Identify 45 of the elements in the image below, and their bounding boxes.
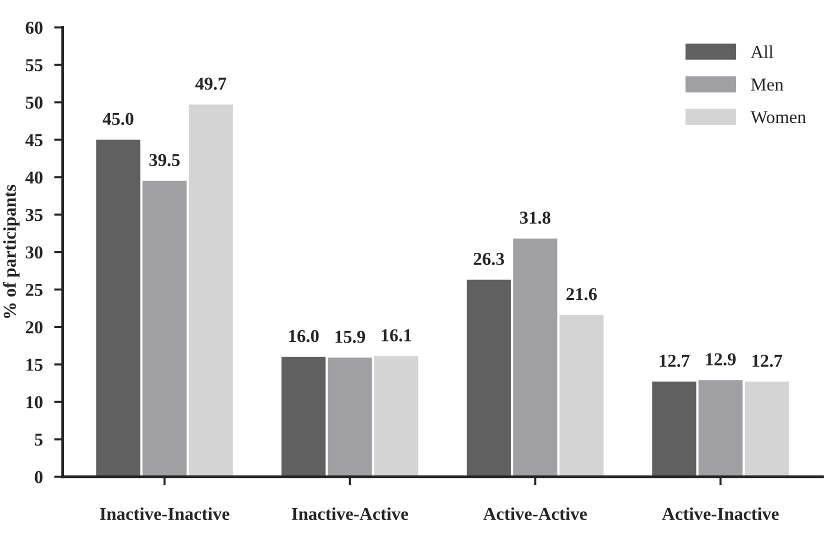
bar	[188, 104, 233, 477]
y-tick-label: 0	[34, 471, 42, 484]
data-label: 15.9	[336, 330, 366, 343]
data-label: 16.0	[289, 330, 319, 342]
legend-label: Men	[751, 78, 784, 91]
y-tick-label: 40	[25, 171, 42, 184]
data-label: 12.7	[752, 354, 782, 367]
y-axis-title: % of participants	[3, 184, 20, 318]
y-tick-label: 50	[26, 96, 42, 109]
data-label: 26.3	[474, 252, 504, 266]
bar	[559, 314, 604, 477]
bar	[466, 280, 511, 477]
bar	[513, 238, 558, 477]
bar	[96, 140, 140, 477]
y-tick-label: 30	[26, 246, 42, 259]
data-label: 12.7	[660, 354, 690, 367]
data-label: 12.9	[706, 353, 736, 366]
y-tick-label: 15	[26, 358, 43, 371]
bar	[282, 356, 326, 477]
y-tick-label: 60	[26, 22, 42, 34]
legend-label: Women	[750, 111, 806, 124]
bar	[698, 380, 743, 477]
bar	[142, 180, 187, 477]
y-tick-label: 20	[26, 321, 42, 334]
data-label: 45.0	[102, 112, 134, 126]
legend-label: All	[750, 45, 774, 58]
bar	[744, 382, 789, 477]
data-label: 31.8	[520, 212, 550, 224]
y-tick-label: 55	[26, 59, 43, 72]
data-label: 16.1	[382, 329, 412, 342]
data-label: 21.6	[566, 288, 597, 300]
y-tick-label: 25	[26, 284, 43, 296]
bar	[374, 356, 418, 477]
y-tick-label: 45	[25, 134, 43, 146]
x-tick-label: Inactive-Active	[292, 507, 408, 520]
x-tick-label: Active-Inactive	[662, 507, 779, 520]
x-tick-label: Active-Active	[483, 507, 587, 520]
data-label: 49.7	[195, 78, 226, 90]
bar	[652, 382, 696, 477]
data-label: 39.5	[149, 154, 180, 166]
y-tick-label: 5	[34, 434, 43, 446]
y-tick-label: 10	[26, 396, 42, 408]
bar	[328, 358, 372, 477]
y-tick-label: 35	[26, 208, 43, 222]
x-tick-label: Inactive-Inactive	[100, 507, 230, 520]
